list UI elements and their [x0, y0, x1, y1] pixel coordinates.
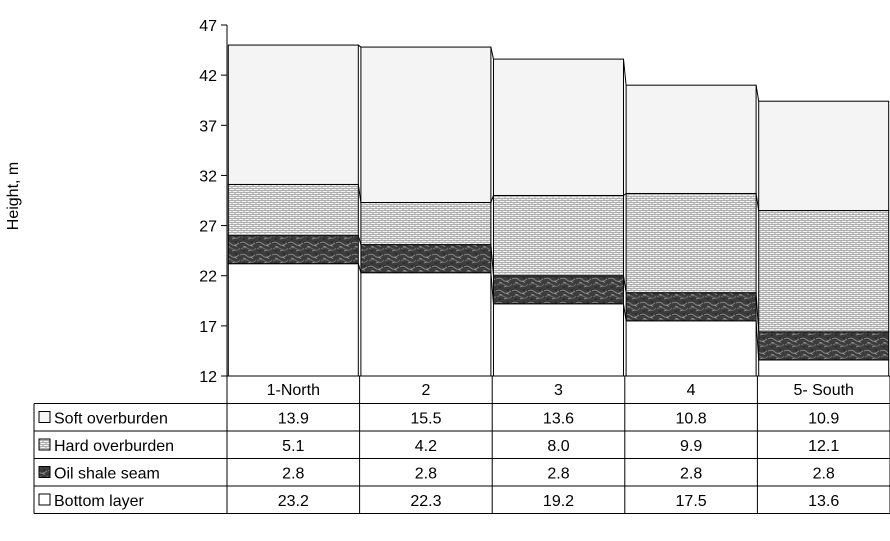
table-cell-value: 2.8 [680, 466, 702, 483]
bar-hard-overburden-2 [360, 202, 492, 246]
table-cell-value: 17.5 [676, 493, 707, 510]
bar-soft-overburden-3 [493, 58, 624, 196]
bar-soft-overburden-4 [625, 84, 757, 194]
bar-hard-overburden-4 [625, 192, 757, 294]
bar-hard-overburden-5-south [758, 210, 890, 333]
table-cell-value: 8.0 [547, 438, 569, 455]
bar-bottom-layer-4 [625, 320, 757, 377]
table-cell-value: 4.2 [415, 438, 437, 455]
table-cell-value: 2.8 [813, 466, 835, 483]
bar-bottom-layer-2 [360, 272, 492, 377]
y-tick-label: 27 [199, 219, 217, 236]
table-cell-value: 22.3 [410, 493, 441, 510]
table-cell-value: 13.6 [543, 411, 574, 428]
legend-label: Hard overburden [54, 438, 174, 455]
y-tick-label: 17 [199, 319, 217, 336]
y-tick-label: 12 [199, 369, 217, 386]
x-category-label: 4 [687, 382, 696, 399]
bar-stacks [227, 44, 890, 377]
legend-label: Bottom layer [54, 493, 144, 510]
table-cell-value: 2.8 [282, 466, 304, 483]
y-tick-label: 22 [199, 269, 217, 286]
bar-bottom-layer-1-north [227, 263, 359, 377]
table-cell-value: 9.9 [680, 438, 702, 455]
table-cell-value: 15.5 [410, 411, 441, 428]
bar-soft-overburden-2 [360, 46, 492, 204]
bar-bottom-layer-5-south [758, 359, 890, 377]
legend-label: Soft overburden [54, 411, 168, 428]
bar-oil-shale-seam-1-north [227, 235, 359, 265]
bar-oil-shale-seam-3 [493, 275, 624, 305]
bar-bottom-layer-3 [493, 303, 624, 377]
x-category-label: 5- South [793, 382, 853, 399]
data-table: 1-North 2 3 4 5- South Soft overburden 13.9 15.… [33, 375, 890, 514]
table-cell-value: 10.9 [808, 411, 839, 428]
table-cell-value: 19.2 [543, 493, 574, 510]
legend-label: Oil shale seam [54, 466, 160, 483]
y-tick-label: 37 [199, 118, 217, 135]
y-tick-label: 32 [199, 168, 217, 185]
table-cell-value: 2.8 [415, 466, 437, 483]
bar-hard-overburden-3 [493, 194, 624, 277]
legend-key-bottom-layer [38, 493, 51, 506]
bar-oil-shale-seam-2 [360, 244, 492, 274]
table-cell-value: 13.6 [808, 493, 839, 510]
table-cell-value: 23.2 [278, 493, 309, 510]
x-category-label: 2 [421, 382, 430, 399]
y-tick-label: 42 [199, 68, 217, 85]
legend-key-soft-overburden [38, 411, 51, 423]
x-category-label: 1-North [267, 382, 320, 399]
bar-hard-overburden-1-north [227, 183, 359, 237]
bar-oil-shale-seam-4 [625, 292, 757, 322]
table-cell-value: 12.1 [808, 438, 839, 455]
table-cell-value: 13.9 [278, 411, 309, 428]
y-axis-title: Height, m [5, 162, 22, 230]
bar-oil-shale-seam-5-south [758, 331, 890, 361]
bar-soft-overburden-1-north [227, 44, 359, 185]
table-cell-value: 5.1 [282, 438, 304, 455]
table-cell-value: 2.8 [547, 466, 569, 483]
legend-key-hard-overburden [38, 438, 51, 451]
x-category-label: 3 [554, 382, 563, 399]
y-axis: 12 17 22 27 32 37 42 47 [199, 18, 228, 386]
bar-soft-overburden-5-south [758, 100, 890, 212]
y-tick-label: 47 [199, 18, 217, 35]
legend-key-oil-shale-seam [38, 466, 51, 478]
table-cell-value: 10.8 [676, 411, 707, 428]
